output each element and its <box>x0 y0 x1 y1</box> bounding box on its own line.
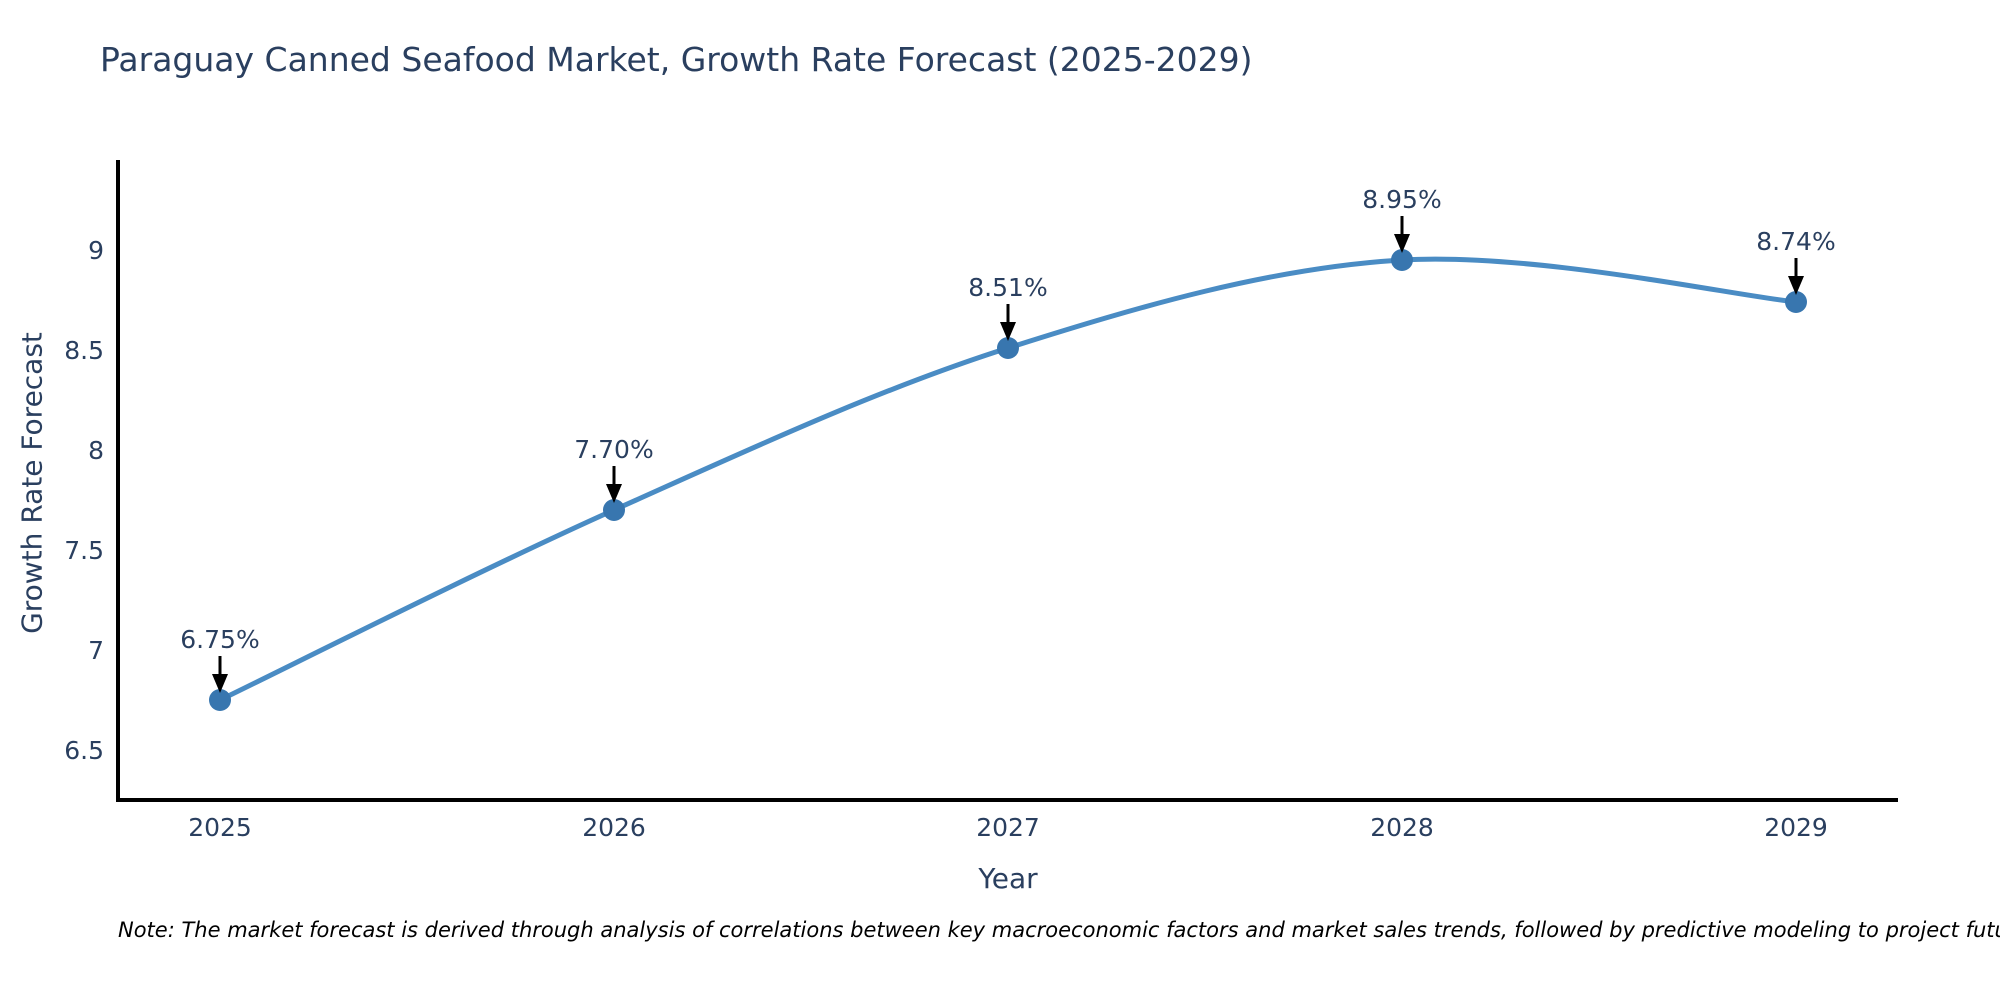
annotation-label: 6.75% <box>180 625 259 654</box>
x-tick-label: 2029 <box>1764 813 1828 842</box>
data-point-2028[interactable] <box>1391 249 1413 271</box>
y-axis-title: Growth Rate Forecast <box>15 332 49 634</box>
y-tick-label: 6.5 <box>64 736 104 765</box>
y-tick-label: 9 <box>88 236 104 265</box>
data-point-2027[interactable] <box>997 337 1019 359</box>
annotation-label: 8.95% <box>1362 185 1441 214</box>
x-axis-title: Year <box>978 862 1038 895</box>
data-point-2026[interactable] <box>603 499 625 521</box>
x-tick-label: 2025 <box>188 813 252 842</box>
annotation-arrowhead <box>212 674 228 693</box>
data-point-2025[interactable] <box>209 689 231 711</box>
chart-title: Paraguay Canned Seafood Market, Growth R… <box>100 40 1253 79</box>
annotation-arrowhead <box>606 484 622 503</box>
y-tick-label: 8 <box>88 436 104 465</box>
annotation-label: 8.51% <box>968 273 1047 302</box>
data-point-2029[interactable] <box>1785 291 1807 313</box>
x-tick-label: 2026 <box>582 813 646 842</box>
annotation-label: 7.70% <box>574 435 653 464</box>
footnote: Note: The market forecast is derived thr… <box>118 918 2000 942</box>
annotation-label: 8.74% <box>1756 227 1835 256</box>
y-tick-label: 7.5 <box>64 536 104 565</box>
y-tick-label: 7 <box>88 636 104 665</box>
y-tick-label: 8.5 <box>64 336 104 365</box>
annotation-arrowhead <box>1000 322 1016 341</box>
annotation-arrowhead <box>1394 234 1410 253</box>
annotation-arrowhead <box>1788 276 1804 295</box>
x-tick-label: 2028 <box>1370 813 1434 842</box>
x-tick-label: 2027 <box>976 813 1040 842</box>
